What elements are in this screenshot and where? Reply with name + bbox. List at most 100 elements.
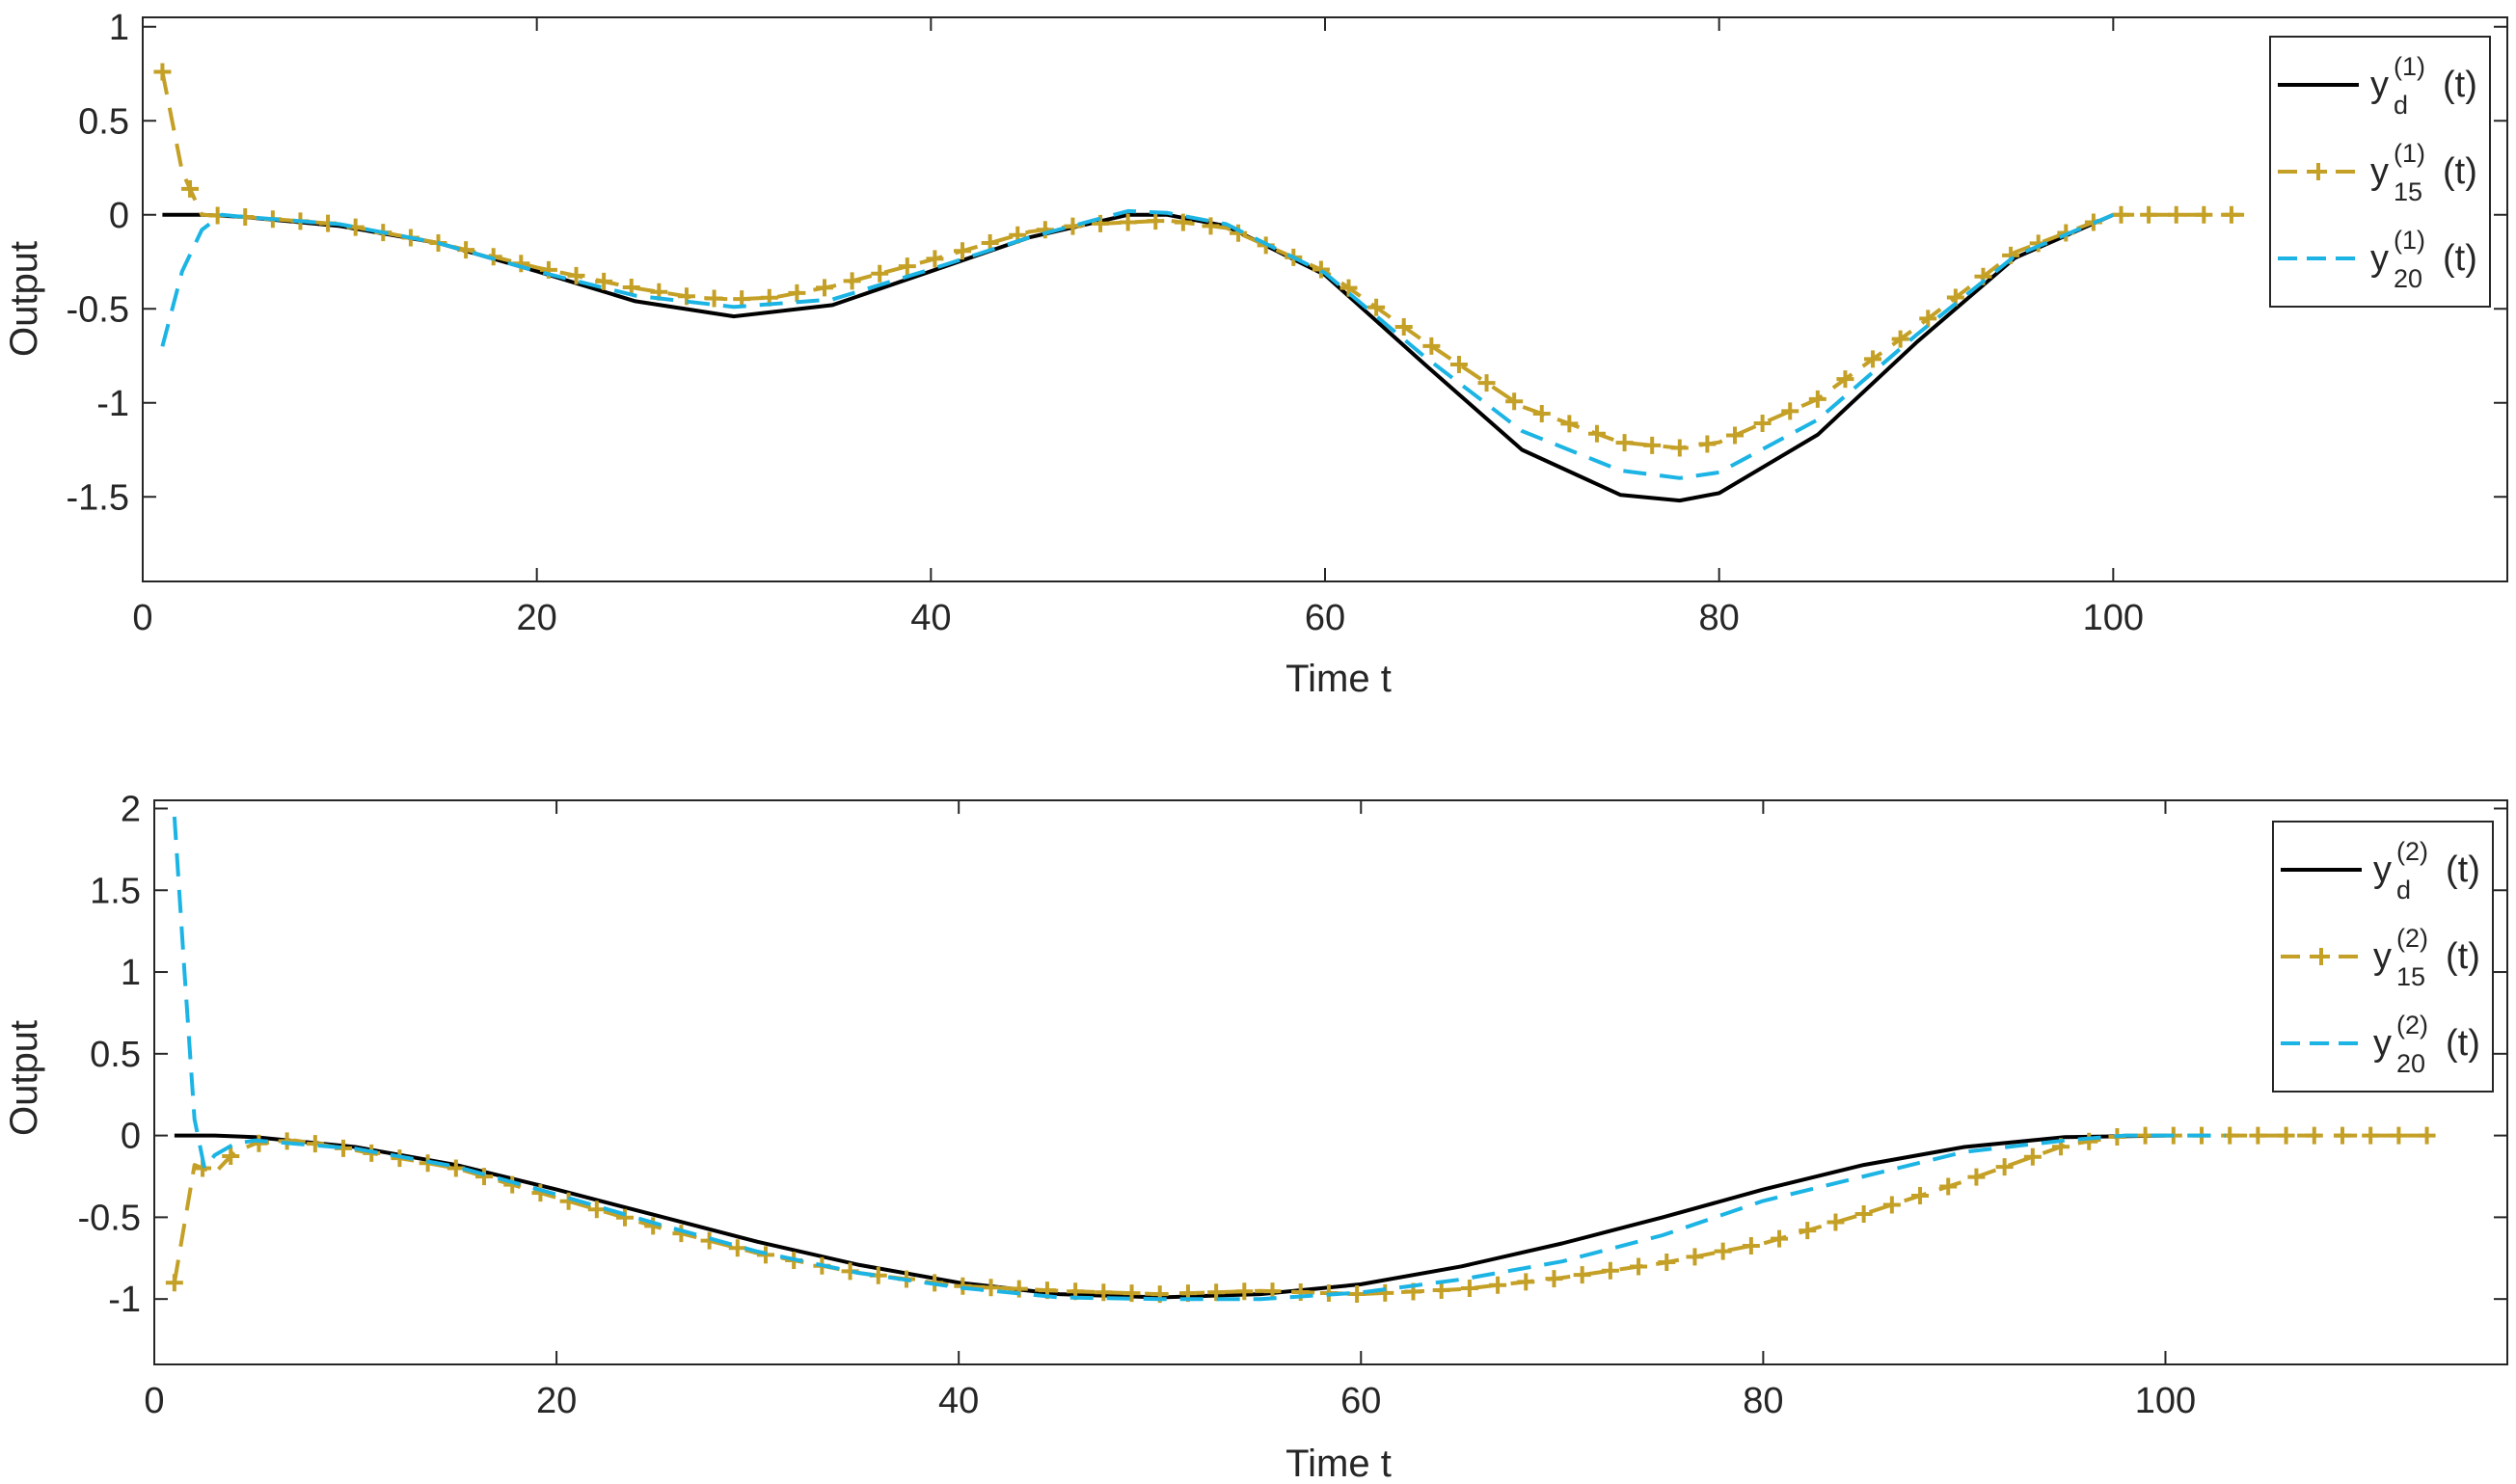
series-marker-2 xyxy=(1119,213,1137,231)
y-tick-label: -1.5 xyxy=(67,477,129,518)
legend-sup: (2) xyxy=(2396,1011,2428,1039)
series-marker-2 xyxy=(222,1147,240,1165)
legend-label-2: y (1) 15 (t) xyxy=(2370,139,2477,206)
series-marker-2 xyxy=(982,1279,1000,1297)
series-marker-2 xyxy=(1449,355,1468,373)
y-tick-label: 2 xyxy=(121,789,141,829)
series-marker-2 xyxy=(1753,414,1772,432)
y-tick-label: 1 xyxy=(121,953,141,993)
legend-base: y xyxy=(2373,1023,2392,1064)
y-tick-label: -1 xyxy=(108,1280,141,1320)
y-tick-label: -0.5 xyxy=(67,289,129,330)
series-marker-2 xyxy=(1601,1261,1619,1280)
x-tick-label: 40 xyxy=(910,598,951,638)
series-marker-2 xyxy=(2140,205,2158,224)
series-marker-2 xyxy=(1092,214,1110,232)
subplot-2: Time t Output 0 20 40 60 80 100 2 1.5 1 0.5 0 -0.5 -… xyxy=(3,789,2508,1484)
legend-tail: (t) xyxy=(2446,936,2480,977)
legend-base: y xyxy=(2370,65,2389,105)
series-marker-2 xyxy=(677,287,695,306)
series-marker-2 xyxy=(1174,213,1192,231)
series-marker-2 xyxy=(1882,1196,1901,1214)
legend-tail: (t) xyxy=(2443,151,2477,192)
series-marker-2 xyxy=(1658,1254,1676,1272)
series-marker-2 xyxy=(1505,392,1524,411)
series-marker-2 xyxy=(1836,370,1854,389)
series-marker-2 xyxy=(2249,1126,2267,1145)
legend-tail: (t) xyxy=(2446,850,2480,890)
series-marker-2 xyxy=(1967,1168,1986,1186)
series-marker-2 xyxy=(2305,1126,2323,1145)
series-marker-2 xyxy=(1742,1236,1760,1255)
series-marker-2 xyxy=(2390,1126,2408,1145)
series-marker-2 xyxy=(1367,298,1386,316)
series-marker-2 xyxy=(1230,224,1248,242)
y-tick-label: -1 xyxy=(96,384,129,424)
series-marker-2 xyxy=(1545,1270,1563,1288)
series-marker-2 xyxy=(2362,1126,2380,1145)
series-marker-2 xyxy=(1615,434,1634,452)
legend-sub: 20 xyxy=(2394,264,2422,293)
series-marker-2 xyxy=(595,272,613,290)
series-marker-2 xyxy=(1771,1229,1789,1248)
legend-base: y xyxy=(2373,850,2392,890)
series-marker-2 xyxy=(1422,337,1441,355)
series-marker-2 xyxy=(2167,205,2185,224)
legend-label-2: y (2) 15 (t) xyxy=(2373,924,2480,991)
legend-label-3: y (2) 20 (t) xyxy=(2373,1011,2480,1078)
series-marker-2 xyxy=(306,1135,324,1153)
series-marker-2 xyxy=(898,257,916,276)
series-marker-2 xyxy=(1630,1257,1648,1276)
legend-sub: 20 xyxy=(2396,1049,2425,1078)
series-marker-2 xyxy=(1147,212,1165,230)
legend-sub: d xyxy=(2394,91,2408,120)
x-tick-label: 80 xyxy=(1699,598,1740,638)
series-marker-2 xyxy=(843,272,861,290)
series-marker-2 xyxy=(2221,1126,2239,1145)
series-marker-2 xyxy=(926,250,944,268)
series-marker-2 xyxy=(1919,310,1937,328)
series-marker-2 xyxy=(278,1132,296,1150)
series-marker-2 xyxy=(2333,1126,2351,1145)
subplot-1-x-axis-label: Time t xyxy=(1285,658,1392,700)
legend-tail: (t) xyxy=(2443,65,2477,105)
subplot-1-y-axis-label: Output xyxy=(3,241,45,357)
legend-sup: (2) xyxy=(2396,837,2428,866)
series-marker-2 xyxy=(2418,1126,2436,1145)
series-marker-2 xyxy=(1826,1213,1845,1231)
series-marker-2 xyxy=(1686,1248,1704,1266)
series-marker-2 xyxy=(1432,1282,1450,1300)
series-marker-2 xyxy=(1123,1284,1141,1303)
y-tick-label: 0 xyxy=(121,1117,141,1157)
subplot-2-x-axis-label: Time t xyxy=(1285,1443,1392,1484)
series-marker-2 xyxy=(2222,205,2240,224)
legend-label-1: y (2) d (t) xyxy=(2373,837,2480,904)
series-marker-2 xyxy=(1477,374,1496,392)
legend-sup: (1) xyxy=(2394,139,2425,168)
series-marker-2 xyxy=(1799,1222,1817,1240)
series-marker-2 xyxy=(1235,1282,1254,1301)
series-marker-2 xyxy=(1911,1187,1930,1205)
legend-sub: 15 xyxy=(2394,177,2422,206)
x-tick-label: 20 xyxy=(517,598,557,638)
series-marker-2 xyxy=(1460,1280,1478,1298)
series-marker-2 xyxy=(567,266,585,284)
series-marker-2 xyxy=(1312,260,1330,279)
legend-base: y xyxy=(2373,936,2392,977)
series-marker-2 xyxy=(1339,279,1358,297)
series-marker-2 xyxy=(1095,1283,1113,1302)
series-marker-2 xyxy=(1781,402,1799,420)
series-marker-2 xyxy=(1532,405,1551,423)
subplot-2-axes-box xyxy=(153,799,2508,1365)
series-marker-2 xyxy=(1207,1283,1226,1302)
x-tick-label: 60 xyxy=(1340,1381,1381,1421)
series-line-3 xyxy=(160,208,2115,480)
series-marker-2 xyxy=(1348,1284,1366,1303)
series-marker-2 xyxy=(1714,1242,1732,1260)
series-marker-2 xyxy=(587,1201,606,1219)
series-marker-2 xyxy=(1808,390,1826,408)
series-marker-2 xyxy=(181,179,200,198)
legend-tail: (t) xyxy=(2443,238,2477,279)
series-marker-2 xyxy=(1670,439,1689,457)
